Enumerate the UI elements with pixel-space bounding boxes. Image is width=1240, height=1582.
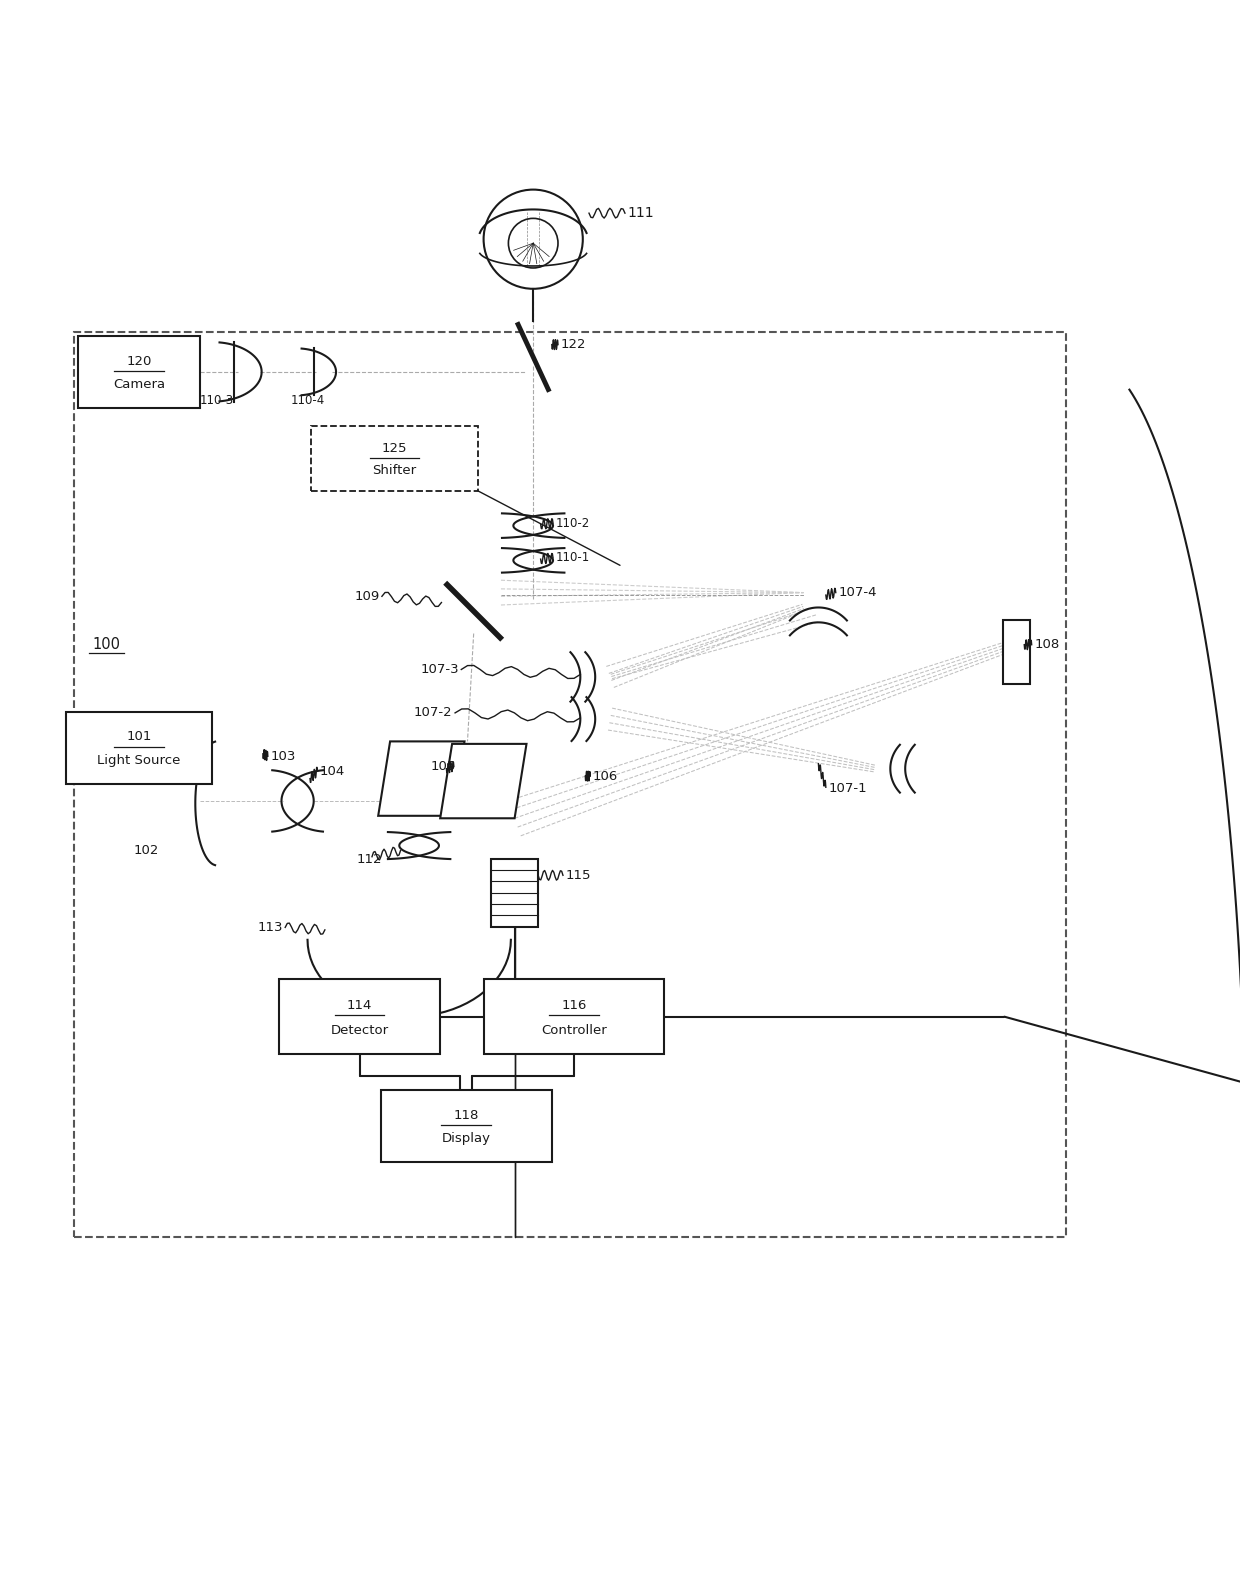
Text: Detector: Detector	[331, 1024, 388, 1036]
Text: 107-4: 107-4	[838, 585, 877, 600]
Text: Camera: Camera	[113, 378, 165, 391]
Text: Shifter: Shifter	[372, 464, 417, 476]
Text: 105: 105	[432, 759, 456, 772]
Text: 108: 108	[1034, 638, 1059, 652]
FancyBboxPatch shape	[484, 979, 665, 1054]
Text: 120: 120	[126, 354, 151, 367]
FancyBboxPatch shape	[381, 1090, 552, 1161]
Text: Light Source: Light Source	[97, 755, 181, 767]
Text: 116: 116	[562, 998, 587, 1012]
Text: 107-3: 107-3	[420, 663, 459, 676]
Text: 110-4: 110-4	[290, 394, 325, 407]
Text: 111: 111	[627, 206, 653, 220]
Text: 125: 125	[382, 441, 407, 456]
Bar	[491, 859, 538, 927]
Text: 113: 113	[257, 921, 283, 933]
Text: 122: 122	[560, 339, 587, 351]
Polygon shape	[440, 744, 527, 818]
Text: 102: 102	[134, 845, 159, 857]
Text: 110-3: 110-3	[200, 394, 234, 407]
Text: 110-2: 110-2	[556, 517, 590, 530]
Text: Display: Display	[441, 1133, 491, 1145]
Polygon shape	[378, 742, 465, 816]
Text: 112: 112	[357, 853, 382, 865]
FancyBboxPatch shape	[66, 712, 212, 783]
Text: 114: 114	[347, 998, 372, 1012]
Text: 103: 103	[270, 750, 295, 763]
Text: 110-1: 110-1	[556, 552, 590, 565]
FancyBboxPatch shape	[310, 427, 479, 490]
Text: Controller: Controller	[541, 1024, 608, 1036]
Text: 104: 104	[320, 764, 345, 778]
Text: 118: 118	[454, 1109, 479, 1122]
Text: 107-2: 107-2	[414, 707, 453, 720]
Bar	[1003, 620, 1030, 685]
FancyBboxPatch shape	[78, 335, 200, 408]
Text: 100: 100	[93, 638, 120, 652]
Text: 106: 106	[593, 769, 618, 783]
Text: 107-1: 107-1	[828, 782, 867, 796]
Text: 101: 101	[126, 731, 151, 744]
Text: 115: 115	[565, 869, 591, 881]
FancyBboxPatch shape	[279, 979, 440, 1054]
Text: 109: 109	[355, 590, 379, 603]
